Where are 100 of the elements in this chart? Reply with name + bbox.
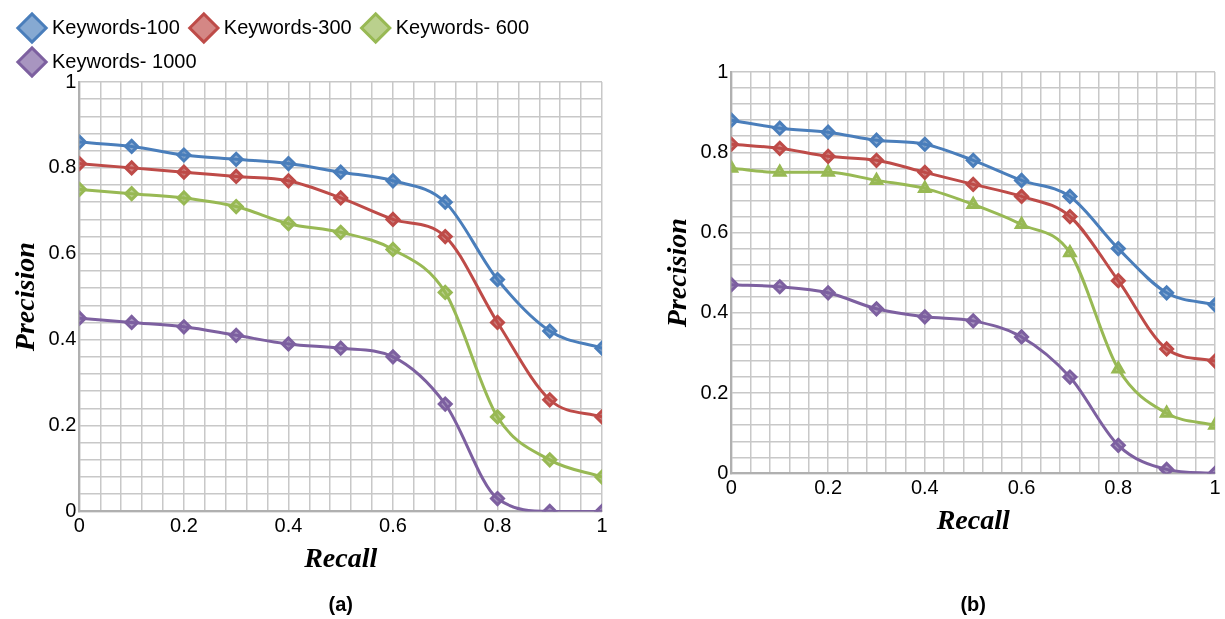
point	[489, 314, 505, 330]
point	[772, 279, 788, 295]
point	[1063, 245, 1077, 258]
y-tick-label: 0.6	[700, 220, 729, 243]
x-tick-label: 0.6	[1007, 475, 1036, 498]
point	[1014, 172, 1030, 188]
y-tick-label: 0.8	[700, 139, 729, 162]
point	[1014, 188, 1030, 204]
point	[489, 409, 505, 425]
y-tick-label: 0.4	[700, 300, 729, 323]
point	[176, 164, 192, 180]
point	[1159, 285, 1175, 301]
point	[280, 216, 296, 232]
y-tick-label: 0.6	[48, 241, 77, 264]
point	[228, 151, 244, 167]
point	[1110, 273, 1126, 289]
point	[124, 160, 140, 176]
point	[868, 301, 884, 317]
y-tick-label: 1	[717, 59, 729, 82]
point	[489, 272, 505, 288]
point	[1159, 405, 1174, 418]
point	[385, 241, 401, 257]
y-axis-title: Precision	[661, 218, 693, 329]
point	[1159, 461, 1175, 474]
x-tick-label: 0.4	[910, 475, 939, 498]
point	[868, 152, 884, 168]
x-tick-label: 1	[1209, 475, 1221, 498]
point	[917, 309, 933, 325]
point	[1159, 341, 1175, 357]
point	[333, 340, 349, 356]
point	[280, 173, 296, 189]
point	[176, 147, 192, 163]
point	[124, 138, 140, 154]
y-tick-label: 0.2	[48, 413, 77, 436]
x-axis-title: Recall	[303, 542, 378, 574]
point	[176, 319, 192, 335]
point	[489, 491, 505, 507]
point	[437, 284, 453, 300]
point	[1110, 437, 1126, 453]
x-axis-title: Recall	[935, 504, 1010, 536]
point	[1014, 329, 1030, 345]
point	[965, 152, 981, 168]
point	[542, 323, 558, 339]
point	[917, 164, 933, 180]
point	[869, 172, 884, 185]
point	[772, 120, 788, 136]
point	[437, 396, 453, 412]
x-tick-label: 0.2	[170, 513, 198, 536]
point	[385, 211, 401, 227]
point	[385, 349, 401, 365]
point	[437, 229, 453, 245]
x-tick-label: 0.2	[814, 475, 843, 498]
point	[437, 194, 453, 210]
legend-label: Keywords- 1000	[52, 49, 197, 72]
point	[1062, 209, 1078, 224]
point	[542, 452, 558, 468]
y-tick-label: 0.4	[48, 327, 77, 350]
point	[1111, 361, 1125, 374]
y-tick-label: 0.2	[700, 380, 729, 403]
point	[280, 156, 296, 172]
point	[385, 173, 401, 189]
point	[228, 199, 244, 215]
point	[820, 285, 836, 301]
y-axis-title: Precision	[9, 242, 41, 353]
point	[1110, 241, 1126, 257]
x-tick-label: 0.6	[379, 513, 407, 536]
x-tick-label: 1	[596, 513, 608, 536]
point	[820, 124, 836, 140]
x-tick-label: 0.8	[1104, 475, 1133, 498]
x-tick-label: 0.4	[274, 513, 303, 536]
point	[918, 180, 932, 193]
point	[124, 186, 140, 202]
point	[917, 136, 933, 152]
text: (b)	[960, 592, 986, 615]
point	[772, 140, 788, 156]
text: (a)	[328, 592, 353, 615]
legend-label: Keywords-300	[223, 15, 352, 38]
point	[1062, 369, 1078, 385]
point	[542, 392, 558, 408]
point	[965, 313, 981, 329]
y-tick-label: 0.8	[48, 155, 77, 178]
point	[333, 164, 349, 180]
x-tick-label: 0.8	[483, 513, 512, 536]
legend-label: Keywords- 600	[395, 15, 530, 38]
point	[821, 164, 835, 177]
point	[176, 190, 192, 206]
point	[280, 336, 296, 352]
point	[333, 224, 349, 240]
point	[124, 314, 140, 330]
point	[773, 164, 787, 177]
y-tick-label: 1	[65, 69, 77, 92]
point	[966, 196, 980, 209]
point	[868, 132, 884, 148]
point	[1062, 188, 1078, 204]
point	[228, 327, 244, 343]
point	[820, 148, 836, 164]
point	[228, 168, 244, 184]
point	[1014, 217, 1029, 230]
legend-label: Keywords-100	[52, 15, 180, 38]
point	[965, 176, 981, 192]
